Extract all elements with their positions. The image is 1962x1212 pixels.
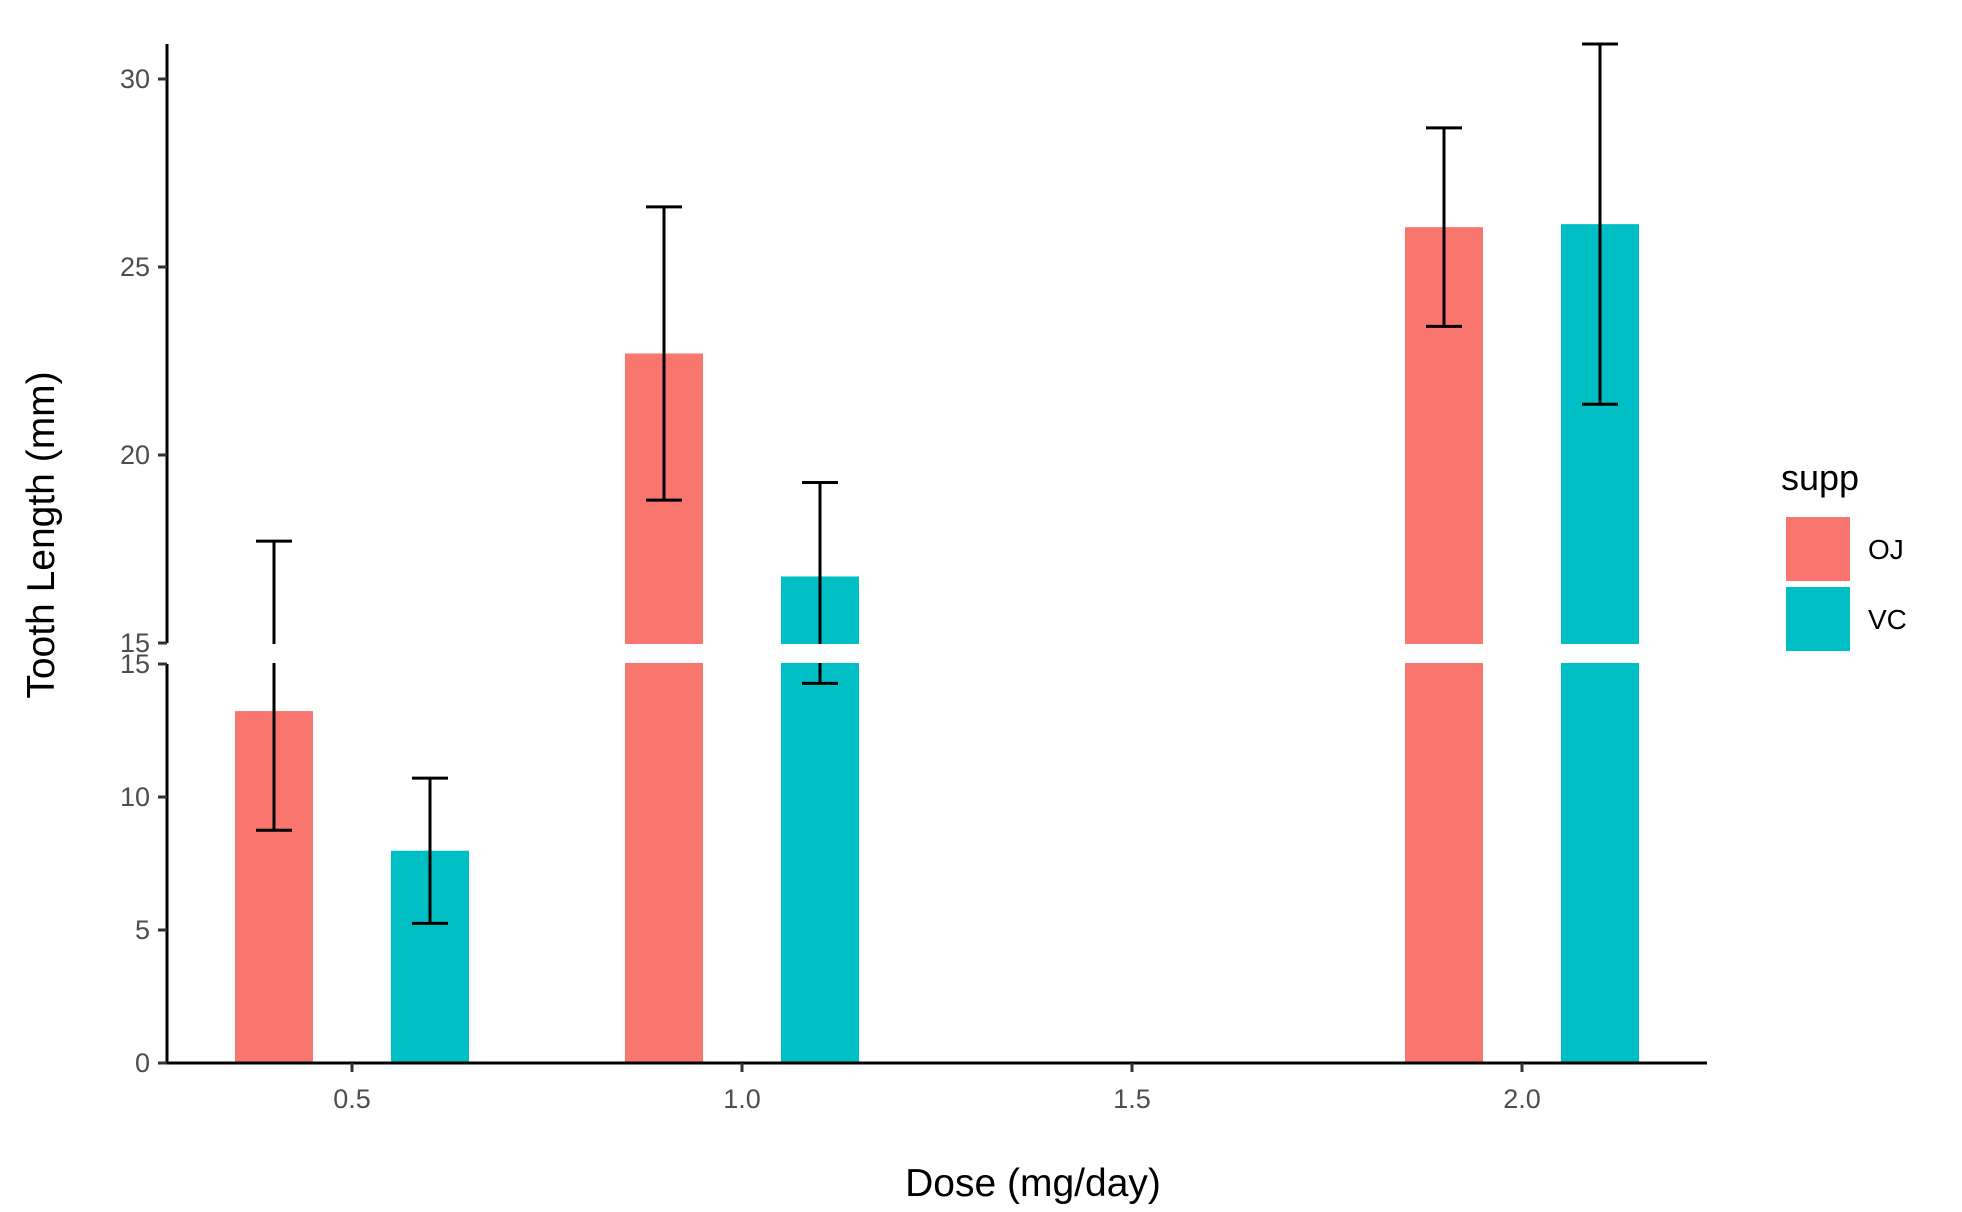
y-tick-label: 0	[135, 1048, 150, 1078]
error-bar-vc-0-5	[412, 776, 448, 925]
y-tick-label: 30	[120, 64, 150, 94]
bars-layer	[235, 224, 1639, 1064]
legend-label-vc: VC	[1868, 604, 1907, 635]
x-tick-label: 1.0	[723, 1084, 761, 1114]
legend: supp OJ VC	[1781, 457, 1907, 651]
x-axis-title: Dose (mg/day)	[905, 1162, 1161, 1205]
axis-break-gap	[140, 644, 1717, 663]
axes-layer	[158, 44, 1707, 1072]
x-tick-label: 1.5	[1113, 1084, 1151, 1114]
legend-title: supp	[1781, 457, 1859, 498]
error-bar-vc-2	[1582, 42, 1618, 406]
y-axis-title: Tooth Length (mm)	[20, 371, 63, 698]
y-tick-label: 20	[120, 440, 150, 470]
error-bar-oj-2	[1426, 126, 1462, 328]
legend-label-oj: OJ	[1868, 534, 1904, 565]
legend-key-vc	[1786, 587, 1850, 651]
legend-key-oj	[1786, 517, 1850, 581]
y-tick-label: 5	[135, 915, 150, 945]
axis-break-band	[140, 644, 1717, 663]
y-tick-label: 10	[120, 782, 150, 812]
error-bar-oj-1	[646, 205, 682, 502]
x-tick-label: 0.5	[333, 1084, 371, 1114]
y-tick-label: 25	[120, 252, 150, 282]
x-tick-label: 2.0	[1503, 1084, 1541, 1114]
y-tick-label: 15	[120, 628, 150, 658]
error-bar-oj-0-5	[256, 539, 292, 832]
y-tick-label: 15	[120, 649, 150, 679]
